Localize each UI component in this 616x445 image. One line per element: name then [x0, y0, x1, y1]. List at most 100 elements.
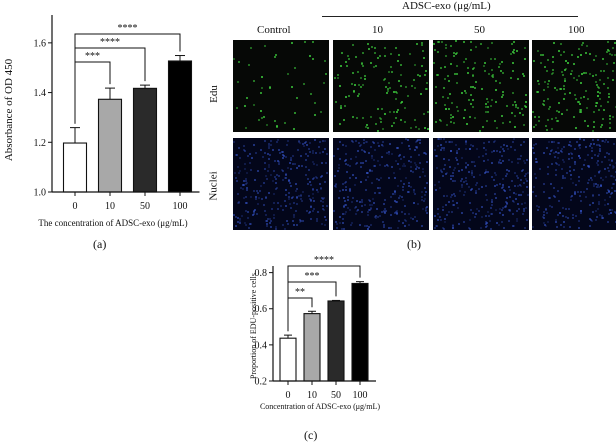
edu-cell-dot [562, 97, 565, 100]
edu-cell-dot [397, 80, 400, 83]
edu-cell-dot [382, 79, 385, 82]
edu-cell-dot [578, 102, 581, 105]
nuclei-cell-dot [299, 198, 302, 201]
nuclei-cell-dot [396, 163, 399, 166]
nuclei-cell-dot [306, 183, 309, 186]
nuclei-cell-dot [545, 207, 548, 210]
nuclei-cell-dot [236, 217, 239, 220]
edu-cell-dot [373, 52, 376, 55]
nuclei-cell-dot [296, 195, 299, 198]
nuclei-cell-dot [342, 227, 345, 230]
nuclei-cell-dot [288, 178, 291, 181]
edu-cell-dot [344, 105, 347, 107]
nuclei-cell-dot [356, 200, 359, 203]
edu-cell-dot [463, 41, 466, 44]
nuclei-cell-dot [395, 209, 398, 212]
edu-cell-dot [519, 111, 522, 114]
nuclei-cell-dot [323, 208, 326, 211]
nuclei-cell-dot [614, 170, 616, 173]
nuclei-cell-dot [568, 144, 571, 147]
edu-cell-dot [337, 76, 340, 79]
nuclei-cell-dot [498, 158, 501, 161]
edu-cell-dot [489, 57, 492, 60]
nuclei-cell-dot [494, 172, 497, 175]
nuclei-cell-dot [602, 140, 605, 143]
nuclei-cell-dot [298, 218, 301, 221]
nuclei-cell-dot [410, 165, 413, 168]
nuclei-cell-dot [489, 220, 492, 223]
edu-cell-dot [612, 115, 615, 118]
nuclei-cell-dot [553, 151, 556, 154]
edu-cell-dot [463, 90, 466, 93]
edu-cell-dot [497, 65, 500, 68]
nuclei-cell-dot [551, 141, 554, 144]
edu-cell-dot [378, 116, 381, 119]
nuclei-cell-dot [320, 161, 323, 164]
nuclei-cell-dot [372, 164, 375, 167]
nuclei-cell-dot [538, 205, 541, 208]
edu-cell-dot [393, 111, 396, 114]
nuclei-cell-dot [484, 221, 487, 224]
nuclei-cell-dot [313, 138, 316, 141]
nuclei-cell-dot [508, 208, 511, 211]
nuclei-cell-dot [260, 198, 263, 201]
nuclei-cell-dot [535, 143, 538, 146]
nuclei-cell-dot [266, 218, 269, 221]
nuclei-cell-dot [442, 148, 445, 151]
nuclei-cell-dot [272, 149, 275, 152]
edu-cell-dot [495, 126, 498, 129]
nuclei-cell-dot [346, 170, 349, 173]
nuclei-cell-dot [369, 207, 372, 210]
nuclei-cell-dot [550, 149, 553, 152]
nuclei-cell-dot [244, 201, 247, 204]
edu-cell-dot [284, 121, 287, 124]
nuclei-cell-dot [574, 161, 577, 164]
nuclei-cell-dot [470, 188, 473, 191]
edu-cell-dot [580, 72, 583, 75]
nuclei-cell-dot [459, 179, 462, 182]
nuclei-cell-dot [425, 209, 428, 212]
edu-cell-dot [585, 107, 588, 110]
nuclei-cell-dot [393, 176, 396, 179]
nuclei-cell-dot [560, 186, 563, 189]
a-bar [167, 60, 193, 193]
nuclei-cell-dot [326, 152, 329, 155]
edu-cell-dot [498, 63, 501, 66]
nuclei-cell-dot [495, 183, 498, 186]
nuclei-cell-dot [285, 144, 288, 147]
edu-cell-dot [586, 98, 589, 101]
nuclei-cell-dot [409, 156, 412, 159]
nuclei-cell-dot [486, 221, 489, 224]
nuclei-cell-dot [263, 182, 266, 185]
c-ytick-label: 0.6 [255, 304, 268, 315]
nuclei-cell-dot [248, 227, 251, 230]
edu-cell-dot [607, 50, 610, 53]
nuclei-cell-dot [462, 221, 465, 224]
edu-cell-dot [599, 78, 602, 81]
nuclei-cell-dot [555, 173, 558, 176]
edu-cell-dot [546, 70, 549, 73]
nuclei-cell-dot [502, 160, 505, 163]
nuclei-cell-dot [596, 162, 599, 165]
nuclei-cell-dot [404, 219, 407, 222]
edu-cell-dot [606, 77, 609, 80]
nuclei-cell-dot [241, 214, 244, 217]
nuclei-cell-dot [578, 176, 581, 179]
nuclei-cell-dot [422, 167, 425, 170]
nuclei-cell-dot [507, 186, 510, 189]
nuclei-cell-dot [596, 216, 599, 219]
nuclei-cell-dot [275, 178, 278, 181]
nuclei-cell-dot [311, 160, 314, 163]
nuclei-cell-dot [557, 147, 560, 150]
nuclei-cell-dot [354, 177, 357, 180]
edu-cell-dot [444, 78, 447, 81]
nuclei-cell-dot [266, 152, 269, 155]
edu-cell-dot [572, 116, 575, 119]
nuclei-cell-dot [473, 164, 476, 167]
nuclei-cell-dot [307, 178, 310, 181]
nuclei-cell-dot [569, 173, 572, 176]
edu-cell-dot [337, 74, 340, 77]
nuclei-cell-dot [264, 210, 267, 213]
edu-cell-dot [608, 121, 611, 124]
nuclei-cell-dot [503, 149, 506, 152]
